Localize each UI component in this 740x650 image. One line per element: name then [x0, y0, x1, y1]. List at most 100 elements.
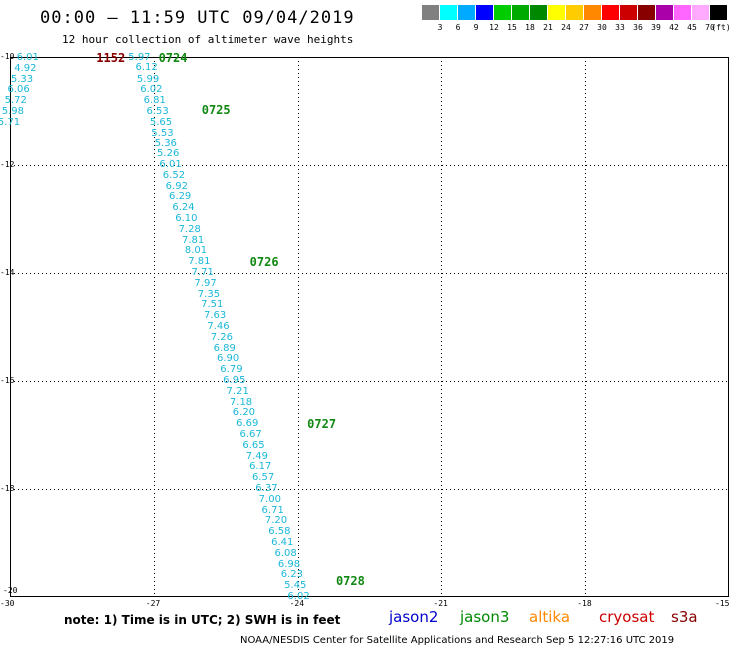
swh-label-track-b: 6.69 — [236, 418, 259, 430]
color-legend-label: 12 — [489, 23, 499, 32]
color-swatch — [566, 5, 584, 20]
swh-label-track-b: 5.99 — [136, 73, 160, 85]
color-legend-label: 15 — [507, 23, 517, 32]
color-swatch — [422, 5, 440, 20]
color-legend-label: 39 — [651, 23, 661, 32]
time-label: 0727 — [307, 417, 337, 432]
swh-label-track-a: 4.92 — [14, 62, 37, 74]
color-swatch — [674, 5, 692, 20]
time-label: 0726 — [249, 255, 279, 270]
swh-label-track-b: 7.46 — [207, 321, 230, 332]
color-swatch — [458, 5, 476, 20]
swh-label-track-b: 7.63 — [204, 310, 227, 322]
swh-label-track-b: 7.49 — [245, 450, 268, 462]
swh-label-track-b: 6.24 — [172, 202, 195, 214]
color-swatch — [548, 5, 566, 20]
x-tick-label: -27 — [145, 599, 161, 608]
swh-label-track-b: 6.79 — [220, 364, 243, 376]
color-legend-label: 9 — [473, 23, 479, 32]
y-tick-label: -20 — [3, 586, 18, 595]
color-legend-label: 6 — [455, 23, 461, 32]
satellite-legend-item: s3a — [671, 608, 698, 626]
swh-label-track-b: 7.20 — [264, 515, 288, 527]
swh-label-track-b: 6.90 — [216, 353, 240, 365]
swh-label-track-a: 6.01 — [16, 52, 39, 64]
swh-label-track-b: 7.35 — [197, 288, 221, 300]
swh-label-track-b: 6.98 — [277, 558, 301, 570]
swh-label-track-a: 5.71 — [0, 116, 21, 128]
color-swatch — [638, 5, 656, 20]
color-legend-label: 70 — [705, 23, 715, 32]
y-tick-label: -16 — [0, 376, 15, 385]
satellite-legend-item: jason2 — [389, 608, 439, 626]
time-label: 0728 — [335, 573, 365, 588]
swh-label-track-b: 6.02 — [140, 84, 163, 96]
time-label: 1152 — [96, 51, 126, 66]
y-tick-label: -18 — [0, 484, 15, 493]
swh-label-track-b: 7.97 — [194, 277, 217, 289]
color-swatch — [602, 5, 620, 20]
swh-label-track-b: 6.95 — [223, 375, 246, 386]
swh-label-track-b: 7.00 — [258, 493, 281, 505]
x-tick-label: -15 — [715, 599, 730, 608]
swh-label-track-b: 8.01 — [184, 245, 208, 257]
swh-label-track-b: 6.89 — [213, 342, 236, 354]
color-swatch — [692, 5, 710, 20]
color-swatch — [656, 5, 674, 20]
swh-label-track-a: 5.33 — [10, 73, 34, 85]
x-tick-label: -21 — [433, 599, 448, 608]
y-tick-label: -12 — [0, 160, 15, 169]
swh-label-track-b: 6.23 — [280, 569, 303, 581]
time-label: 0725 — [201, 102, 231, 117]
y-tick-label: -10 — [0, 52, 15, 61]
color-legend-label: 24 — [561, 23, 571, 32]
color-legend-label: 21 — [543, 23, 553, 32]
color-legend-label: 18 — [525, 23, 535, 32]
color-swatch — [530, 5, 548, 20]
x-tick-label: -30 — [0, 599, 15, 608]
map-svg — [10, 57, 729, 597]
page-title: 00:00 – 11:59 UTC 09/04/2019 — [40, 8, 355, 28]
swh-label-track-b: 6.53 — [146, 106, 169, 118]
footer-credit: NOAA/NESDIS Center for Satellite Applica… — [240, 635, 675, 646]
color-swatch — [476, 5, 494, 20]
color-legend-label: (ft) — [711, 23, 731, 32]
color-legend-label: 45 — [687, 23, 697, 32]
swh-label-track-b: 7.81 — [181, 234, 205, 246]
color-legend-label: 30 — [597, 23, 607, 32]
swh-label-track-b: 6.01 — [159, 159, 182, 170]
swh-label-track-b: 6.17 — [249, 461, 272, 473]
x-tick-label: -24 — [289, 599, 305, 608]
color-legend-label: 27 — [579, 23, 589, 32]
swh-label-track-b: 6.58 — [268, 526, 291, 538]
swh-label-track-b: 7.18 — [229, 396, 253, 408]
swh-label-track-b: 6.02 — [287, 591, 310, 602]
swh-label-track-b: 6.08 — [274, 547, 297, 559]
swh-label-track-b: 6.52 — [162, 169, 186, 181]
color-swatch — [494, 5, 512, 20]
x-tick-label: -18 — [577, 599, 592, 608]
color-swatch — [512, 5, 530, 20]
swh-label-track-b: 6.71 — [261, 504, 284, 516]
color-swatch — [710, 5, 728, 20]
swh-label-track-a: 6.06 — [7, 84, 30, 96]
swh-label-track-b: 6.57 — [251, 472, 275, 484]
satellite-legend-item: jason3 — [460, 608, 510, 626]
swh-label-track-b: 6.67 — [239, 429, 262, 440]
swh-label-track-b: 6.29 — [169, 191, 192, 203]
color-legend-label: 42 — [669, 23, 679, 32]
color-legend-label: 36 — [633, 23, 643, 32]
swh-label-track-b: 6.92 — [165, 180, 188, 192]
note-text: note: 1) Time is in UTC; 2) SWH is in fe… — [64, 613, 341, 627]
swh-label-track-b: 5.45 — [284, 580, 307, 592]
swh-label-track-a: 5.98 — [1, 106, 25, 118]
swh-label-track-b: 6.20 — [232, 407, 256, 419]
satellite-legend-item: altika — [529, 608, 571, 626]
map-plot-area — [10, 57, 729, 597]
y-tick-label: -14 — [0, 268, 15, 277]
swh-label-track-b: 5.53 — [151, 127, 174, 139]
swh-label-track-b: 7.26 — [210, 331, 233, 343]
plot-frame — [10, 57, 729, 597]
swh-label-track-a: 5.72 — [4, 95, 27, 107]
swh-label-track-b: 7.71 — [191, 267, 214, 278]
